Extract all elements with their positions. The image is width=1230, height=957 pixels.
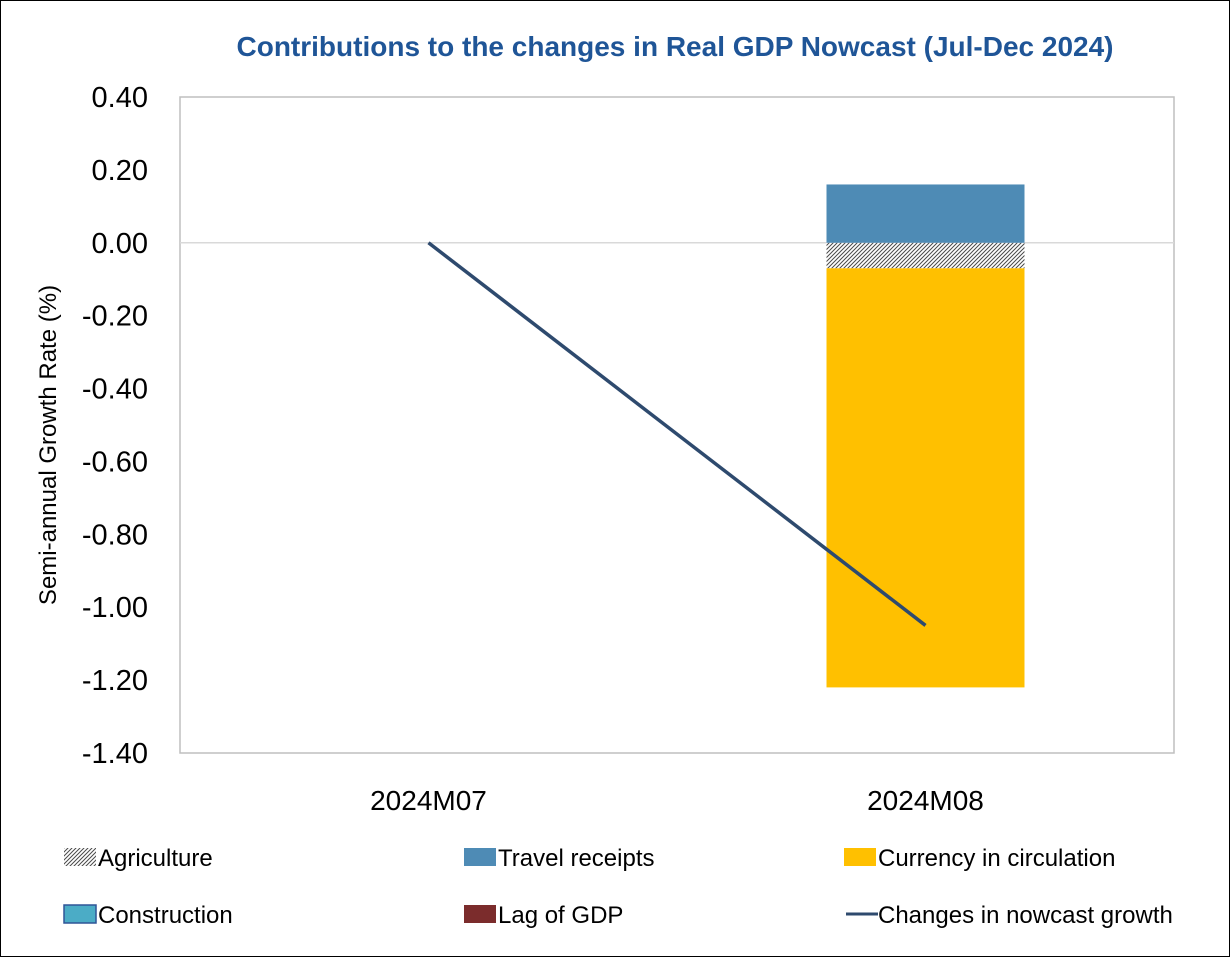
bar-travel-receipts xyxy=(826,184,1025,243)
legend-swatch xyxy=(464,848,496,866)
y-tick-label: -0.40 xyxy=(82,374,148,406)
x-tick-label: 2024M07 xyxy=(370,785,487,816)
line-changes-in-nowcast-growth xyxy=(427,241,927,627)
y-tick-label: 0.20 xyxy=(92,155,148,187)
y-tick-label: -0.80 xyxy=(82,519,148,551)
bar-currency-in-circulation xyxy=(826,268,1025,688)
plot-area xyxy=(179,96,1175,754)
chart-title: Contributions to the changes in Real GDP… xyxy=(237,31,1114,62)
x-axis-categories: 2024M07 2024M08 xyxy=(370,785,984,816)
legend-label: Construction xyxy=(98,902,233,929)
bar-agriculture xyxy=(826,242,1025,269)
y-axis-label: Semi-annual Growth Rate (%) xyxy=(35,285,62,605)
legend-label: Travel receipts xyxy=(498,845,655,872)
legend-swatch xyxy=(844,848,876,866)
y-tick-label: 0.00 xyxy=(92,228,148,260)
y-tick-label: -1.20 xyxy=(82,665,148,697)
legend-label: Currency in circulation xyxy=(878,845,1115,872)
legend: Agriculture Travel receipts Currency in ci… xyxy=(63,845,1173,929)
y-tick-label: -1.00 xyxy=(82,592,148,624)
y-tick-label: 0.40 xyxy=(92,82,148,114)
bar-layer xyxy=(826,184,1025,688)
y-tick-label: -1.40 xyxy=(82,738,148,770)
y-tick-label: -0.20 xyxy=(82,301,148,333)
y-axis-ticks: 0.40 0.20 0.00 -0.20 -0.40 -0.60 -0.80 -1.00 -1.… xyxy=(82,82,148,770)
line-layer xyxy=(427,241,927,627)
y-tick-label: -0.60 xyxy=(82,446,148,478)
legend-swatch xyxy=(63,904,97,924)
legend-swatch xyxy=(64,848,96,866)
x-tick-label: 2024M08 xyxy=(867,785,984,816)
legend-label: Changes in nowcast growth xyxy=(878,902,1173,929)
legend-label: Lag of GDP xyxy=(498,902,623,929)
legend-swatch xyxy=(464,905,496,923)
legend-label: Agriculture xyxy=(98,845,213,872)
